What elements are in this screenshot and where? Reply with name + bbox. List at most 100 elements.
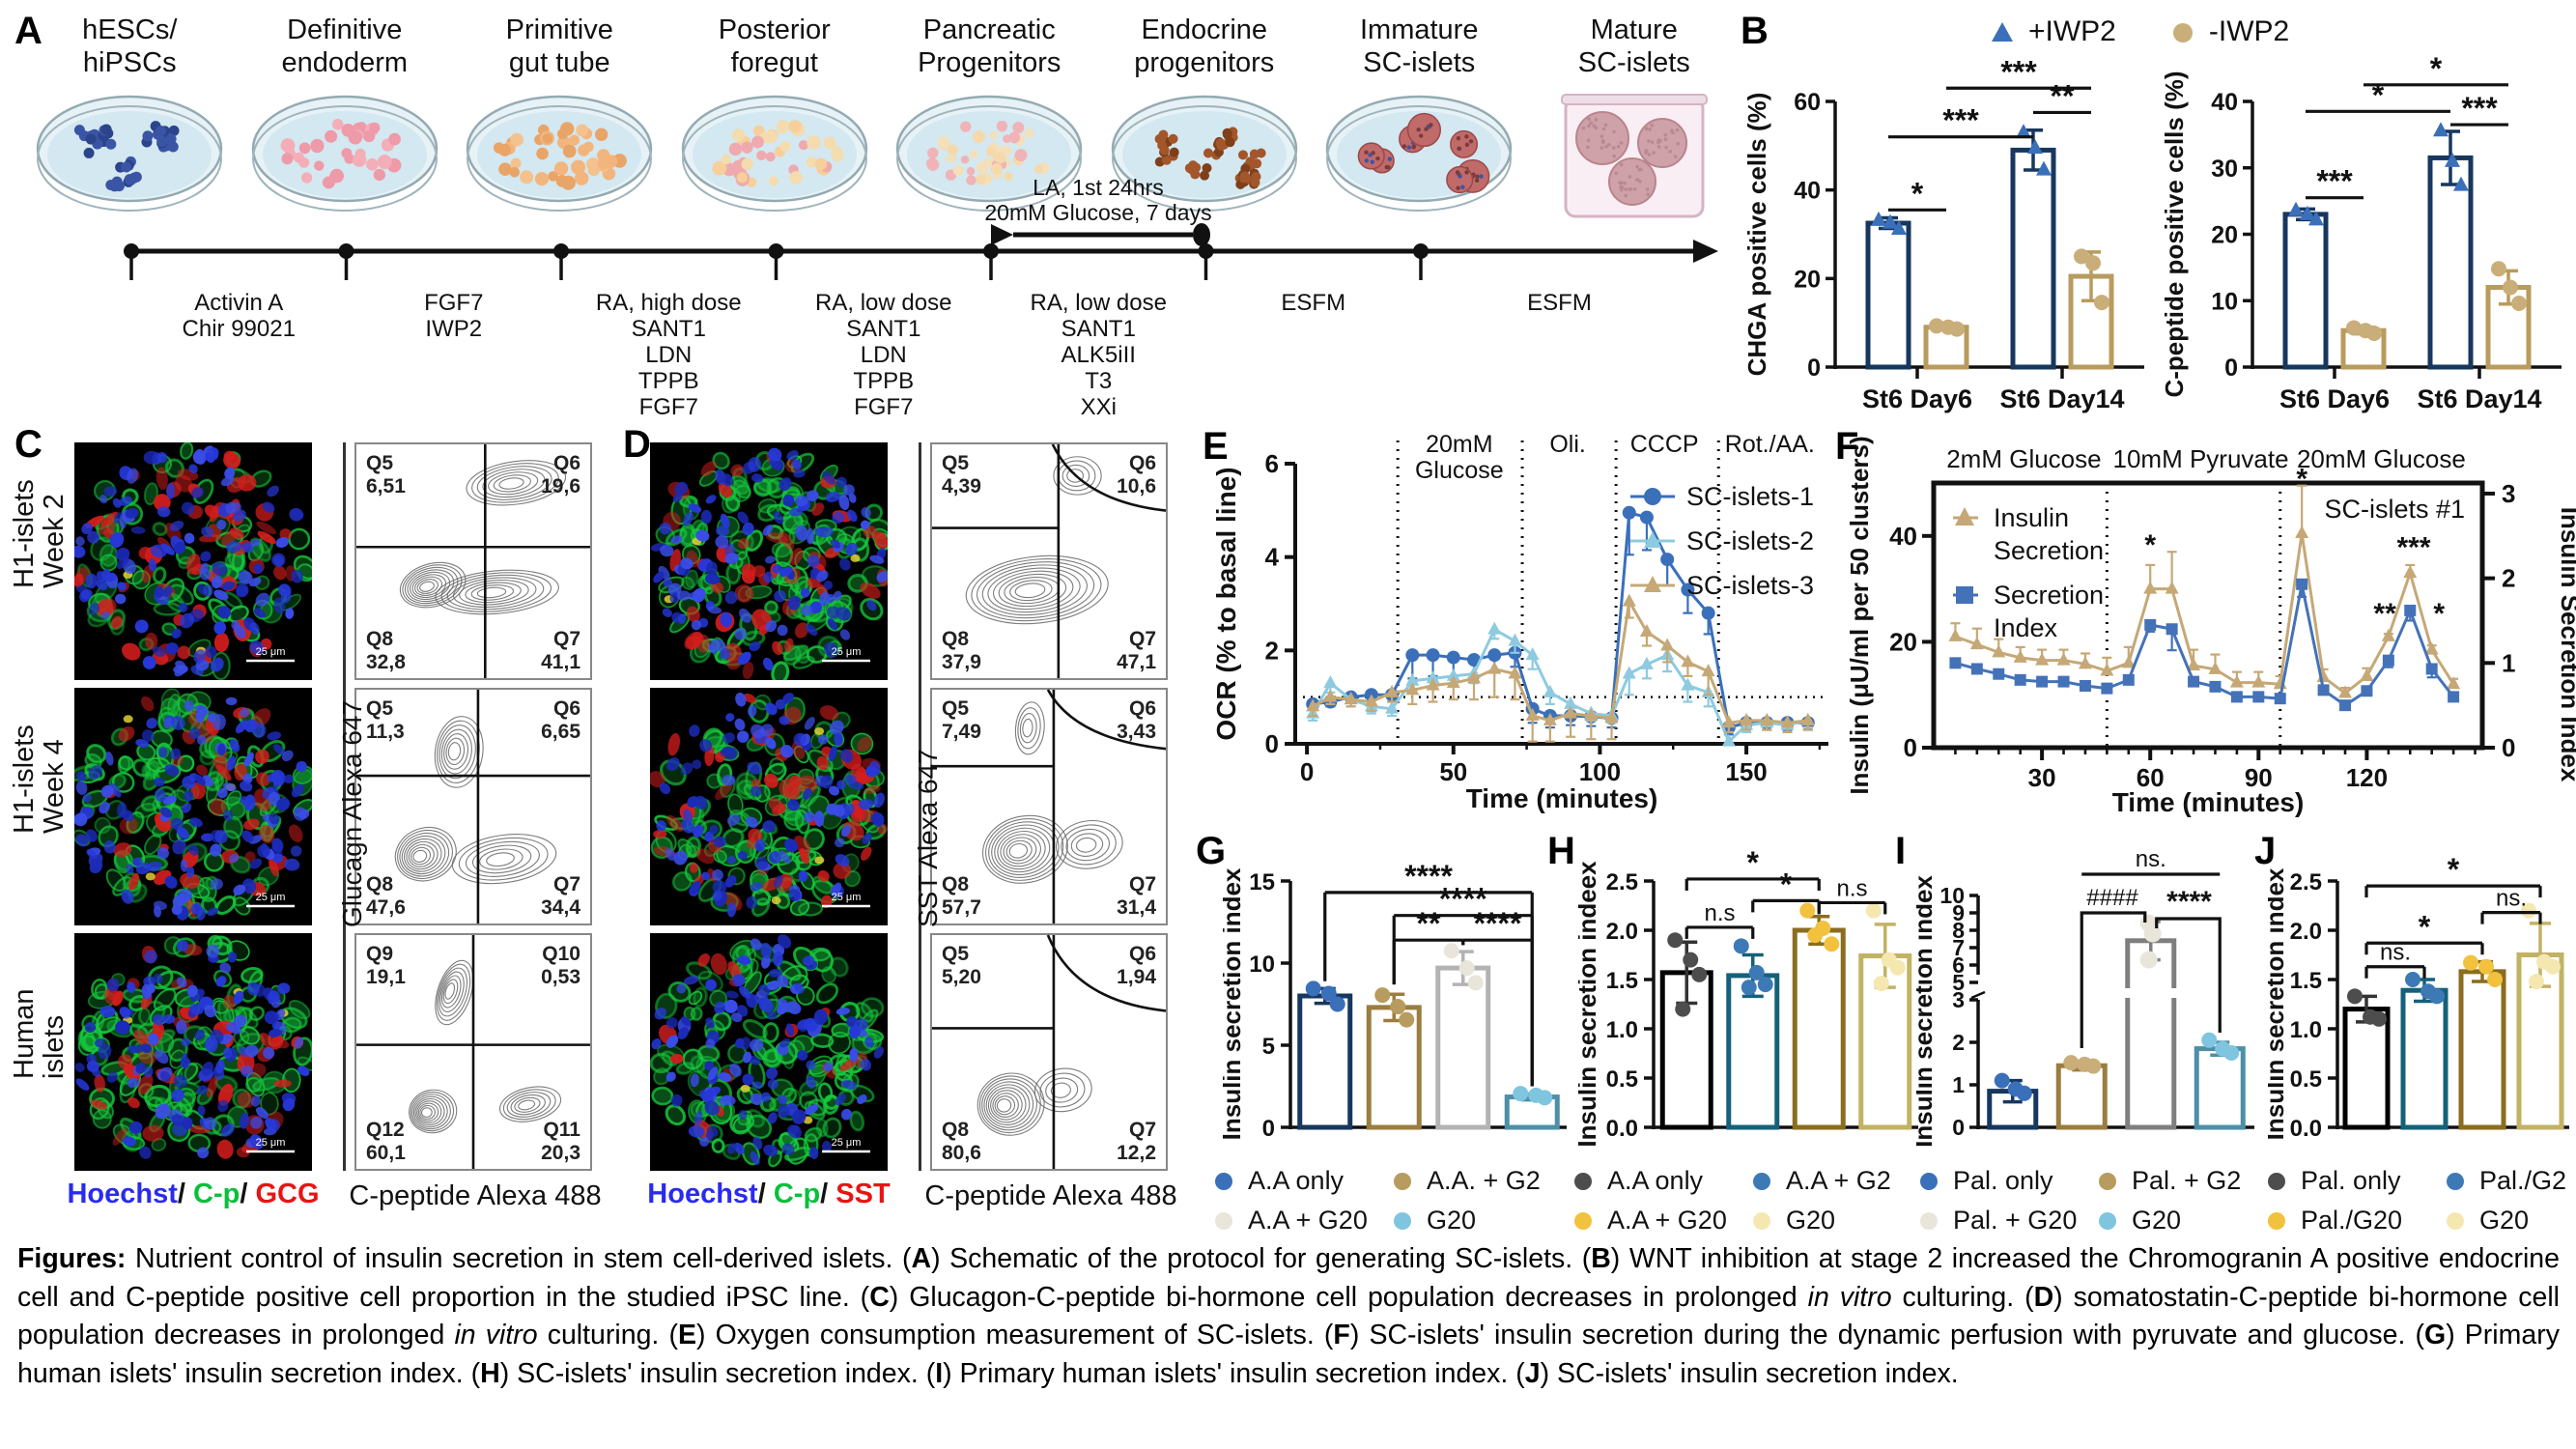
data-point (2144, 618, 2157, 631)
row-label: H1-islets Week 4 (9, 724, 70, 834)
panel-g-label: G (1196, 830, 1227, 872)
data-point (1691, 966, 1708, 982)
legend-item: A.A + G2 (1753, 1166, 1932, 1196)
stage-column: hESCs/hiPSCs (22, 14, 238, 235)
data-point (1760, 712, 1774, 725)
data-point (1443, 943, 1459, 959)
y-tick-label: 5 (1262, 1034, 1275, 1060)
data-point (1487, 661, 1502, 674)
quadrant-value: 37,9 (942, 651, 981, 673)
legend-dot-icon (1394, 1172, 1411, 1190)
petri-dish-icon (37, 95, 223, 212)
data-point (1364, 694, 1378, 707)
data-point (2143, 924, 2162, 943)
data-point (2143, 581, 2158, 594)
y-axis-label: C-peptide positive cells (%) (2160, 71, 2189, 397)
y-tick-label-right: 2 (2502, 564, 2515, 593)
caption-segment: J (1524, 1357, 1541, 1389)
data-point (2403, 565, 2418, 579)
data-point (2063, 1055, 2080, 1071)
timeline-annotation: 20mM Glucose, 7 days (984, 200, 1211, 225)
y-tick-label: 1.0 (2290, 1017, 2322, 1043)
petri-dish-icon (681, 95, 867, 212)
x-tick-label: 90 (2245, 763, 2273, 792)
legend-label: Pal. only (1953, 1166, 2053, 1195)
bar (2400, 987, 2449, 1130)
legend-item: G20 (1394, 1206, 1572, 1236)
phase-label: CCCP (1630, 431, 1699, 458)
data-point (2425, 663, 2438, 675)
y-tick-label-left: 40 (1889, 522, 1917, 551)
data-point (2013, 649, 2027, 663)
bar (1297, 993, 1353, 1130)
microscopy-image: 25 μm (74, 688, 312, 925)
data-point (2229, 674, 2244, 688)
panel-i-label: I (1895, 830, 1907, 872)
data-point (1949, 657, 1962, 669)
panel-f-label: F (1835, 425, 1859, 468)
data-point (2166, 623, 2178, 636)
timeline-annotation: LA, 1st 24hrs (1033, 175, 1164, 200)
caption-segment: C (869, 1281, 890, 1313)
flow-axis-spine (343, 442, 346, 1171)
legend-item: G20 (2447, 1206, 2576, 1236)
y-axis-label: Insulin secretion indeex (1578, 861, 1601, 1148)
y-tick-label: 0.5 (2290, 1066, 2322, 1093)
petri-dish-icon (251, 95, 438, 212)
y-tick-label: 8 (1952, 918, 1965, 943)
y-axis-label-left: Insulin (μU/ml per 50 clusters) (1845, 436, 1874, 794)
quadrant-label: Q6 (1129, 452, 1156, 474)
data-point (1701, 664, 1715, 677)
sig-label: **** (1439, 882, 1487, 917)
panel-f: F Insulin (μU/ml per 50 clusters) Insulin… (1835, 427, 2576, 821)
quadrant-value: 41,1 (541, 651, 580, 673)
legend-dot-icon (2447, 1172, 2464, 1190)
caption-segment: F (1333, 1320, 1350, 1350)
data-point (2521, 902, 2536, 919)
quadrant-value: 0,53 (541, 966, 580, 988)
data-point (1683, 952, 1699, 968)
caption-segment: Figures: (17, 1243, 127, 1274)
x-tick-label: 150 (1725, 757, 1767, 786)
bar (1435, 965, 1491, 1130)
scale-bar-label: 25 μm (256, 892, 286, 903)
caption-segment: ) WNT inhibition at stage 2 increased th… (17, 1243, 2561, 1313)
data-point (1323, 675, 1338, 689)
plot-frame (1931, 480, 2485, 751)
quadrant-value: 47,1 (1117, 651, 1156, 673)
legend-item: -IWP2 (2170, 15, 2289, 48)
stain-name: Hoechst (67, 1179, 178, 1209)
data-point (1584, 708, 1599, 721)
y-tick-label-right: 3 (2502, 479, 2515, 508)
petri-dish-icon (467, 95, 653, 212)
stage-column: Immature SC-islets (1312, 14, 1527, 235)
quadrant-value: 6,65 (541, 721, 580, 743)
data-point (1426, 677, 1440, 691)
data-point (1871, 211, 1886, 226)
panel-a-label: A (14, 10, 42, 52)
data-point (2208, 661, 2222, 674)
stage-column: Mature SC-islets (1527, 14, 1742, 235)
y-tick-label-right: 0 (2502, 733, 2515, 762)
data-point (1949, 321, 1965, 337)
legend-label: G20 (1427, 1206, 1477, 1235)
y-axis-label: Insulin secretion index (1916, 875, 1938, 1148)
legend-dot-icon (1215, 1172, 1232, 1190)
data-point (1994, 1072, 2010, 1089)
quadrant-label: Q5 (366, 697, 393, 720)
quadrant-label: Q7 (1129, 628, 1156, 650)
data-point (1385, 684, 1400, 697)
gate-curve (1051, 443, 1167, 512)
phase-label: 10mM Pyruvate (2112, 444, 2288, 473)
data-point (1644, 576, 1661, 592)
panel-j-legend: Pal. only Pal./G2 Pal./G20 G20 (2268, 1166, 2576, 1245)
data-point (1622, 593, 1636, 607)
stage-column: Primitive gut tube (452, 14, 667, 235)
bar (1792, 927, 1846, 1130)
data-point (1390, 999, 1406, 1015)
data-point (2447, 676, 2461, 690)
legend-label: -IWP2 (2208, 15, 2290, 47)
caption-segment: B (1591, 1243, 1611, 1274)
y-axis-label: Insulin secretion index (2268, 867, 2289, 1140)
sig-label: * (2419, 909, 2431, 944)
